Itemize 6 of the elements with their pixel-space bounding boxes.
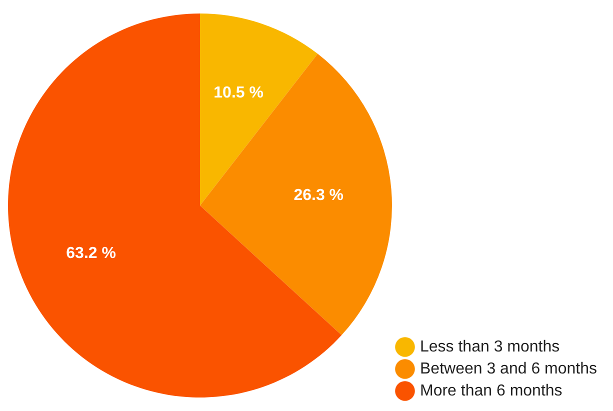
- legend-label: Between 3 and 6 months: [420, 360, 598, 378]
- data-label: 63.2 %: [66, 244, 116, 262]
- data-label: 10.5 %: [214, 84, 264, 102]
- legend-label: More than 6 months: [420, 382, 562, 400]
- data-label: 26.3 %: [294, 186, 344, 204]
- legend-label: Less than 3 months: [420, 338, 560, 356]
